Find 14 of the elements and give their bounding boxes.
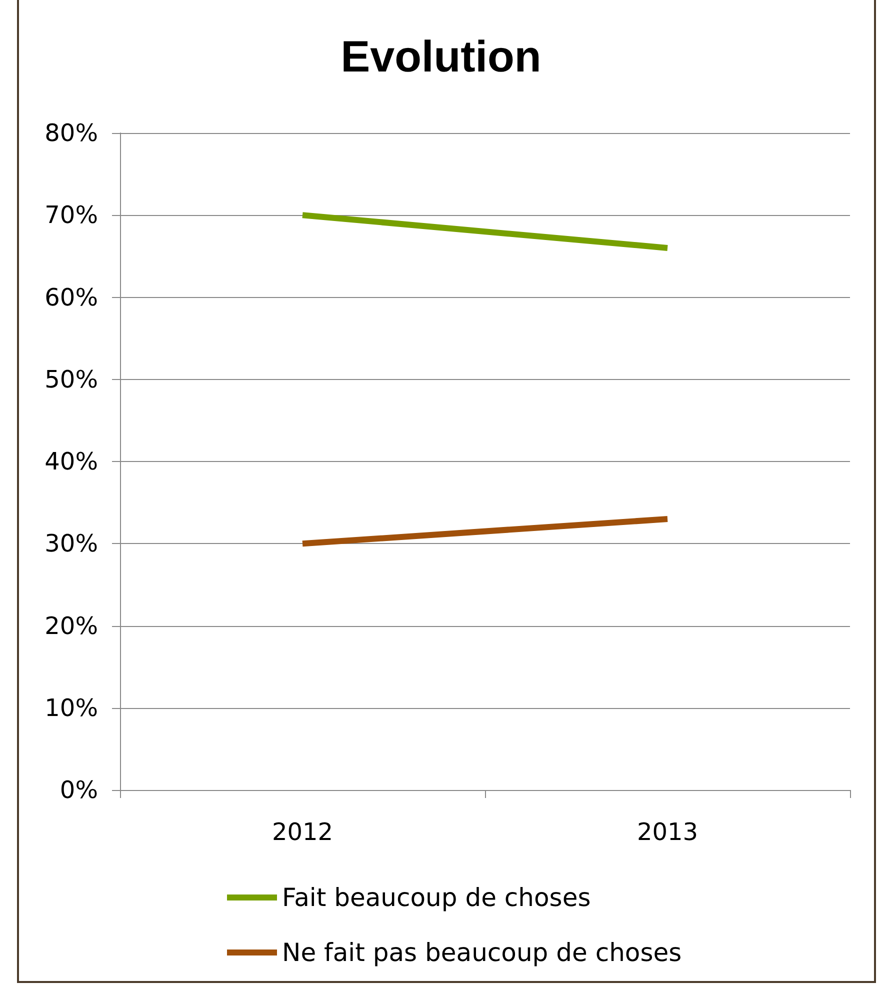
- x-tick-label: 2012: [272, 818, 334, 846]
- y-tick-label: 70%: [44, 201, 98, 230]
- chart-title: Evolution: [340, 32, 542, 82]
- y-tick-label: 10%: [44, 694, 98, 722]
- legend-label: Fait beaucoup de choses: [282, 883, 591, 912]
- y-tick-label: 20%: [44, 612, 98, 640]
- y-tick-label: 40%: [44, 448, 98, 476]
- x-tick-label: 2013: [636, 818, 698, 846]
- y-tick-label: 0%: [60, 776, 98, 804]
- y-tick-label: 60%: [44, 283, 98, 312]
- y-tick-label: 80%: [44, 119, 98, 147]
- legend-label: Ne fait pas beaucoup de choses: [282, 938, 682, 967]
- y-tick-label: 50%: [44, 365, 98, 394]
- y-tick-label: 30%: [44, 530, 98, 558]
